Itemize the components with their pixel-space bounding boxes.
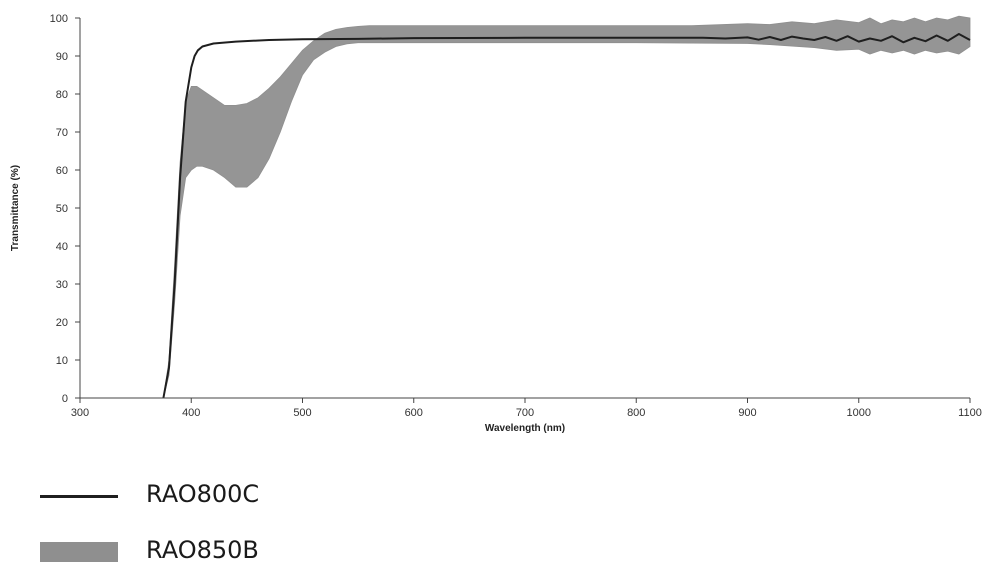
y-tick-label: 20 xyxy=(56,317,68,329)
x-tick-label: 900 xyxy=(738,407,756,419)
y-tick-label: 70 xyxy=(56,127,68,139)
y-axis-title: Transmittance (%) xyxy=(10,165,21,251)
legend-item-rao850b: RAO850B xyxy=(40,532,440,572)
legend-line-swatch xyxy=(40,495,118,498)
y-tick-label: 80 xyxy=(56,89,68,101)
rao800c-line xyxy=(162,33,971,399)
x-tick-label: 300 xyxy=(71,407,89,419)
y-tick-label: 90 xyxy=(56,51,68,63)
x-tick-label: 500 xyxy=(293,407,311,419)
x-tick-label: 600 xyxy=(405,407,423,419)
x-tick-label: 1100 xyxy=(958,407,982,419)
legend-label-rao850b: RAO850B xyxy=(146,536,259,564)
axes: 0 10 20 30 40 50 60 70 80 90 100 300 400 500 600 700 800… xyxy=(50,13,982,419)
x-tick-label: 1000 xyxy=(847,407,871,419)
x-tick-label: 800 xyxy=(627,407,645,419)
y-tick-label: 50 xyxy=(56,203,68,215)
legend-label-rao800c: RAO800C xyxy=(146,480,260,508)
rao850b-band xyxy=(163,15,971,399)
transmittance-chart: 0 10 20 30 40 50 60 70 80 90 100 300 400 500 600 700 800… xyxy=(10,13,982,434)
y-tick-label: 30 xyxy=(56,279,68,291)
x-tick-label: 700 xyxy=(516,407,534,419)
y-tick-label: 60 xyxy=(56,165,68,177)
y-tick-label: 100 xyxy=(50,13,68,25)
rao800c-line-layer xyxy=(162,33,971,399)
legend-item-rao800c: RAO800C xyxy=(40,476,440,516)
x-tick-label: 400 xyxy=(182,407,200,419)
x-axis-title: Wavelength (nm) xyxy=(485,423,565,434)
y-tick-label: 10 xyxy=(56,355,68,367)
y-tick-label: 0 xyxy=(62,393,68,405)
legend-band-swatch xyxy=(40,542,118,562)
y-tick-label: 40 xyxy=(56,241,68,253)
rao850b-band-layer xyxy=(163,15,971,399)
